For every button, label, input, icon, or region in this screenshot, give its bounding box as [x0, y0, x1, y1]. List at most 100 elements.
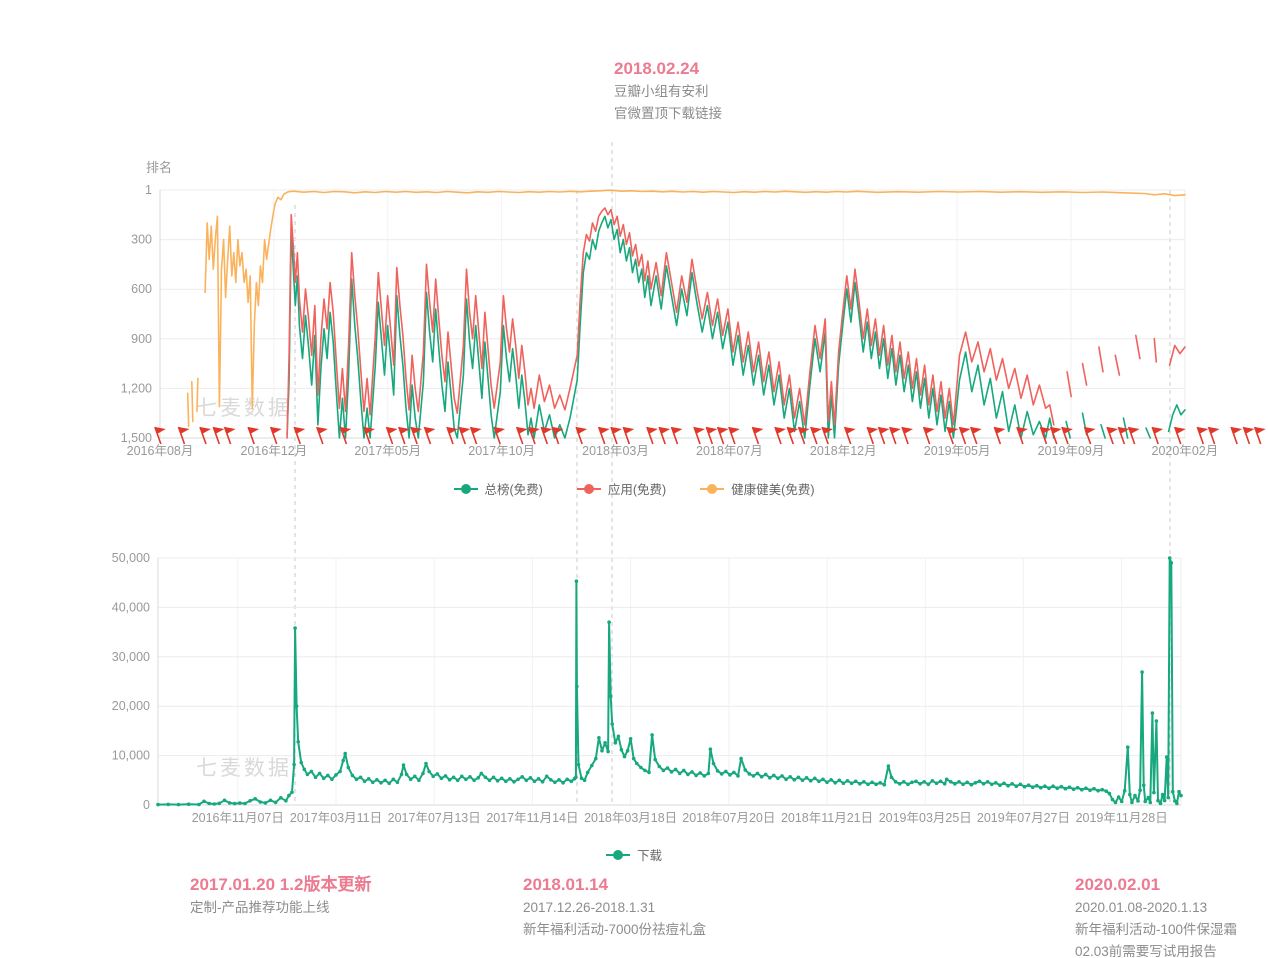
event-annotation-2017-01-20: 2017.01.20 1.2版本更新 定制-产品推荐功能上线 [190, 874, 371, 918]
series-line-total[interactable] [1167, 404, 1186, 433]
version-flag-icon[interactable] [970, 426, 982, 445]
version-flag-icon[interactable] [528, 426, 540, 445]
series-line-health[interactable] [186, 392, 190, 428]
version-flag-icon[interactable] [339, 426, 352, 445]
version-flag-icon[interactable] [269, 426, 282, 445]
version-flag-icon[interactable] [177, 426, 190, 445]
version-flag-icon[interactable] [774, 426, 786, 445]
event-desc: 新年福利活动-100件保湿霜 [1075, 922, 1238, 937]
version-flag-icon[interactable] [670, 426, 683, 445]
x-tick-label: 2017年05月 [354, 444, 421, 458]
version-flag-icon[interactable] [551, 426, 564, 445]
series-line-app[interactable] [1114, 354, 1121, 376]
version-flag-icon[interactable] [199, 426, 211, 445]
version-flag-icon[interactable] [1061, 426, 1073, 445]
version-flag-icon[interactable] [446, 426, 458, 445]
version-flag-icon[interactable] [540, 426, 553, 445]
version-flag-icon[interactable] [1117, 426, 1130, 445]
version-flag-icon[interactable] [212, 426, 225, 445]
version-flag-icon[interactable] [316, 426, 328, 445]
version-flag-icon[interactable] [1049, 426, 1062, 445]
series-line-app[interactable] [286, 207, 1055, 439]
version-flag-icon[interactable] [922, 426, 935, 445]
version-flag-icon[interactable] [843, 426, 856, 445]
version-flag-icon[interactable] [610, 426, 622, 445]
version-flag-icon[interactable] [1196, 426, 1209, 445]
version-flag-icon[interactable] [716, 426, 729, 445]
version-flag-icon[interactable] [693, 426, 706, 445]
x-tick-label: 2017年07月13日 [388, 811, 481, 825]
version-flag-icon[interactable] [622, 426, 635, 445]
version-flag-icon[interactable] [293, 426, 306, 445]
version-flag-icon[interactable] [247, 426, 260, 445]
y-tick-label: 40,000 [112, 600, 150, 614]
x-tick-label: 2018年03月18日 [584, 811, 677, 825]
version-flag-icon[interactable] [901, 426, 914, 445]
version-flag-icon[interactable] [646, 426, 658, 445]
version-flag-icon[interactable] [493, 426, 506, 445]
x-tick-label: 2019年05月 [924, 444, 991, 458]
version-flag-icon[interactable] [821, 426, 834, 445]
version-flag-icon[interactable] [1016, 426, 1028, 445]
version-flag-icon[interactable] [1207, 426, 1220, 445]
version-flag-icon[interactable] [1083, 426, 1096, 445]
version-flag-icon[interactable] [1106, 426, 1119, 445]
version-flag-icon[interactable] [469, 426, 482, 445]
series-line-app[interactable] [1066, 370, 1072, 398]
series-line-total[interactable] [1100, 423, 1106, 439]
x-tick-label: 2016年08月 [127, 444, 194, 458]
series-line-download[interactable] [157, 557, 1182, 806]
version-flag-icon[interactable] [515, 426, 528, 445]
version-flag-icon[interactable] [889, 426, 901, 445]
version-flag-icon[interactable] [797, 426, 810, 445]
version-flag-icon[interactable] [1242, 426, 1255, 445]
version-flag-icon[interactable] [1253, 426, 1266, 445]
version-flag-icon[interactable] [1039, 426, 1052, 445]
version-flag-icon[interactable] [958, 426, 971, 445]
version-flag-icon[interactable] [223, 426, 236, 445]
series-line-total[interactable] [286, 215, 1055, 439]
series-line-health[interactable] [196, 377, 199, 413]
version-flag-icon[interactable] [728, 426, 740, 445]
version-flag-icon[interactable] [866, 426, 879, 445]
version-flag-icon[interactable] [877, 426, 890, 445]
version-flag-icon[interactable] [658, 426, 671, 445]
version-flag-icon[interactable] [810, 426, 822, 445]
legend-item-total-free[interactable]: 总榜(免费) [453, 479, 543, 498]
series-line-total[interactable] [1145, 427, 1151, 439]
legend-item-app-free[interactable]: 应用(免费) [576, 479, 666, 498]
download-chart-legend: 下载 [0, 845, 1268, 864]
version-flag-icon[interactable] [786, 426, 799, 445]
series-line-health[interactable] [204, 189, 1186, 410]
version-flag-icon[interactable] [363, 426, 375, 445]
version-flag-icon[interactable] [1127, 426, 1140, 445]
version-flag-icon[interactable] [398, 426, 410, 445]
version-flag-icon[interactable] [410, 426, 423, 445]
series-line-app[interactable] [1098, 346, 1104, 373]
series-line-app[interactable] [1081, 362, 1088, 386]
version-flag-icon[interactable] [423, 426, 436, 445]
version-flag-icon[interactable] [1173, 426, 1186, 445]
version-flag-icon[interactable] [458, 426, 471, 445]
series-line-app[interactable] [1168, 344, 1186, 367]
version-flag-icon[interactable] [993, 426, 1006, 445]
y-tick-label: 10,000 [112, 749, 150, 763]
version-flag-icon[interactable] [751, 426, 764, 445]
series-line-total[interactable] [1122, 417, 1129, 439]
y-tick-label: 1 [145, 183, 152, 197]
version-flag-icon[interactable] [1230, 426, 1243, 445]
version-flag-icon[interactable] [1151, 426, 1164, 445]
series-line-app[interactable] [1135, 334, 1141, 360]
version-flag-icon[interactable] [575, 426, 588, 445]
legend-item-download[interactable]: 下载 [605, 845, 662, 864]
version-flag-icon[interactable] [597, 426, 610, 445]
legend-item-health-free[interactable]: 健康健美(免费) [700, 479, 814, 498]
legend-marker [700, 483, 725, 494]
series-line-health[interactable] [191, 380, 194, 423]
version-flag-icon[interactable] [705, 426, 718, 445]
version-flag-icon[interactable] [154, 426, 166, 445]
series-line-app[interactable] [1153, 337, 1158, 363]
version-flag-icon[interactable] [385, 426, 398, 445]
version-flag-icon[interactable] [946, 426, 959, 445]
